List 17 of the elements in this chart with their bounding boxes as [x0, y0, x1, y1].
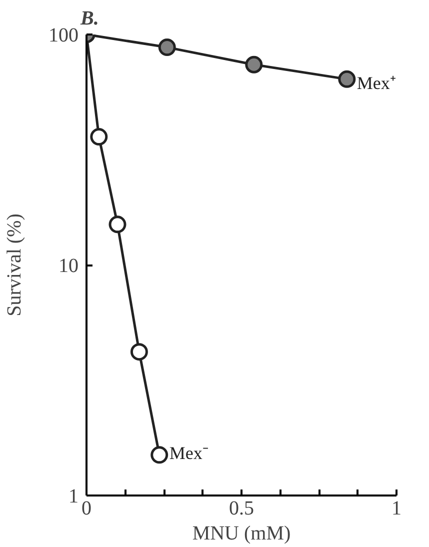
x-tick-label: 0.5 — [229, 498, 254, 520]
point — [338, 70, 356, 88]
point — [158, 38, 176, 56]
y-tick-label: 10 — [58, 255, 78, 277]
series-label: Mex⁺ — [356, 73, 396, 94]
x-tick-label: 1 — [392, 498, 402, 520]
point — [150, 446, 168, 464]
x-axis-title: MNU (mM) — [192, 522, 291, 544]
series-label: Mex⁻ — [169, 442, 208, 463]
point — [90, 128, 108, 146]
point — [108, 216, 126, 234]
y-tick-label: 100 — [48, 24, 78, 46]
x-tick-label: 0 — [82, 498, 92, 520]
y-axis-title: Survival (%) — [4, 214, 26, 316]
chart-title: B. — [80, 8, 99, 30]
point — [245, 56, 263, 74]
point — [130, 343, 148, 361]
